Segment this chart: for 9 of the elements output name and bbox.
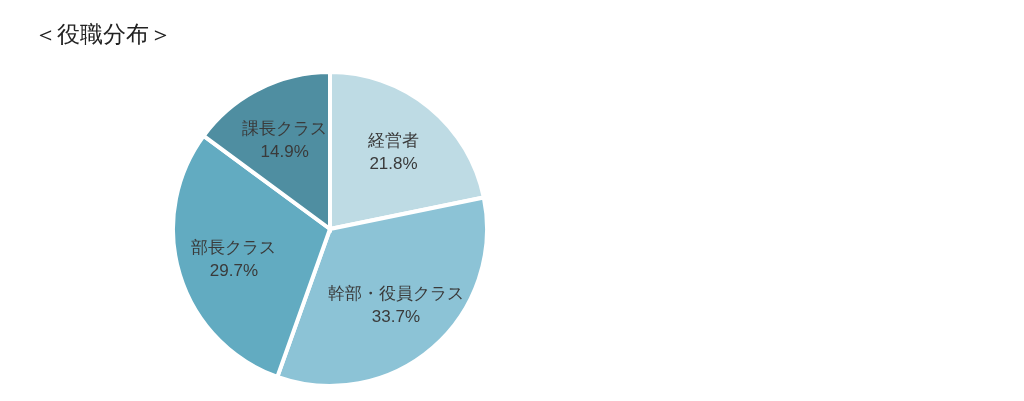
data-label: 14.9%	[260, 141, 309, 161]
data-label: 33.7%	[371, 307, 421, 327]
slice-label: 幹部・役員クラス	[327, 284, 464, 304]
data-label: 29.7%	[209, 260, 259, 280]
slice-label: 課長クラス	[242, 118, 328, 138]
data-label: 21.8%	[369, 153, 418, 173]
slice-label: 経営者	[367, 130, 420, 150]
slice-label: 部長クラス	[191, 237, 277, 257]
chart-title: ＜役職分布＞	[34, 21, 172, 47]
